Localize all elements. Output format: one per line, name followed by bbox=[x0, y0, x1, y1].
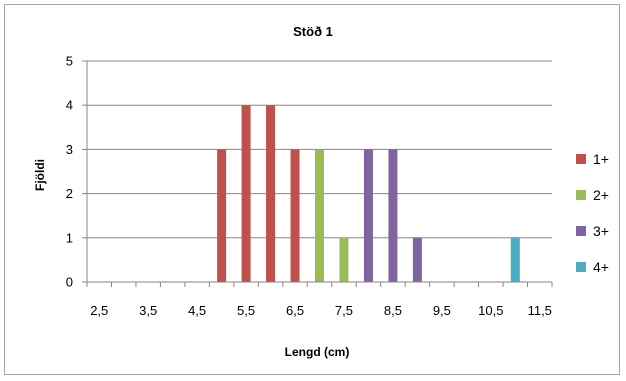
chart-frame bbox=[4, 4, 620, 375]
bar-3+-8,5 bbox=[388, 149, 398, 282]
legend-label-4+: 4+ bbox=[593, 259, 609, 275]
chart-title: Stöð 1 bbox=[293, 24, 333, 39]
bar-2+-7,5 bbox=[339, 237, 349, 282]
x-tick-label: 8,5 bbox=[384, 303, 402, 318]
y-tick-label: 4 bbox=[66, 98, 73, 113]
legend-swatch-2+ bbox=[576, 190, 586, 200]
y-tick-label: 5 bbox=[66, 54, 73, 69]
bar-1+-5 bbox=[217, 149, 227, 282]
bar-4+-11 bbox=[510, 237, 520, 282]
x-tick-label: 11,5 bbox=[528, 303, 552, 318]
x-tick-label: 7,5 bbox=[335, 303, 353, 318]
x-tick-label: 2,5 bbox=[90, 303, 108, 318]
x-tick-labels: 2,5 3,5 4,5 5,5 6,5 7,5 8,5 9,5 10,5 11,5 bbox=[90, 303, 552, 318]
bar-2+-7 bbox=[315, 149, 324, 282]
bar-1+-6 bbox=[266, 105, 276, 282]
y-tick-label: 2 bbox=[66, 186, 73, 201]
y-tick-label: 1 bbox=[66, 230, 73, 245]
y-axis-title: Fjöldi bbox=[33, 159, 47, 191]
bar-1+-6,5 bbox=[290, 149, 300, 282]
bar-1+-5,5 bbox=[241, 105, 251, 282]
bar-3+-9 bbox=[412, 237, 422, 282]
y-tick-label: 0 bbox=[66, 275, 73, 290]
y-tick-labels: 0 1 2 3 4 5 bbox=[66, 54, 73, 290]
x-tick-label: 3,5 bbox=[139, 303, 157, 318]
legend-swatch-1+ bbox=[576, 154, 586, 164]
axes bbox=[82, 60, 553, 287]
legend-label-2+: 2+ bbox=[593, 187, 609, 203]
x-tick-label: 10,5 bbox=[478, 303, 503, 318]
x-tick-label: 5,5 bbox=[237, 303, 255, 318]
bars bbox=[217, 105, 520, 282]
legend: 1+ 2+ 3+ 4+ bbox=[576, 151, 609, 275]
x-tick-label: 6,5 bbox=[286, 303, 304, 318]
y-tick-label: 3 bbox=[66, 142, 73, 157]
legend-swatch-3+ bbox=[576, 226, 586, 236]
legend-label-3+: 3+ bbox=[593, 223, 609, 239]
legend-swatch-4+ bbox=[576, 262, 586, 272]
bar-3+-8 bbox=[363, 149, 373, 282]
x-tick-label: 4,5 bbox=[188, 303, 206, 318]
x-axis-title: Lengd (cm) bbox=[285, 345, 350, 359]
legend-label-1+: 1+ bbox=[593, 151, 609, 167]
x-tick-label: 9,5 bbox=[433, 303, 451, 318]
